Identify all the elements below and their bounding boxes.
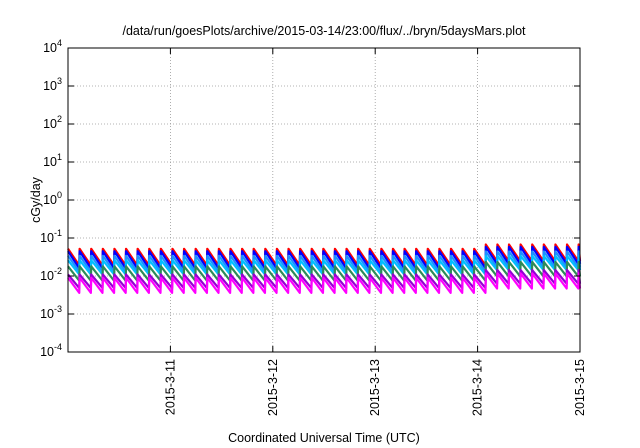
- x-tick-label: 2015-3-11: [163, 359, 177, 415]
- y-tick-base: 10: [43, 193, 57, 207]
- y-tick-base: 10: [43, 155, 57, 169]
- y-tick-label: 100: [43, 190, 62, 207]
- y-tick-base: 10: [40, 307, 54, 321]
- x-tick-label: 2015-3-15: [573, 359, 587, 416]
- y-tick-label: 10-1: [40, 228, 62, 245]
- y-tick-base: 10: [43, 41, 57, 55]
- y-tick-label: 104: [43, 38, 62, 55]
- y-tick-base: 10: [40, 269, 54, 283]
- y-tick-base: 10: [43, 117, 57, 131]
- series-line: [67, 272, 582, 294]
- y-tick-base: 10: [40, 231, 54, 245]
- y-tick-exponent: -4: [54, 342, 62, 352]
- x-tick-label: 2015-3-14: [471, 359, 485, 416]
- y-tick-label: 10-2: [40, 266, 62, 283]
- x-tick-label: 2015-3-13: [368, 359, 382, 416]
- y-axis-title: cGy/day: [29, 176, 43, 223]
- y-tick-exponent: 4: [57, 38, 62, 48]
- y-tick-exponent: -2: [54, 266, 62, 276]
- y-tick-label: 10-4: [40, 342, 62, 359]
- y-tick-exponent: -3: [54, 304, 62, 314]
- y-tick-exponent: 2: [57, 114, 62, 124]
- y-tick-exponent: -1: [54, 228, 62, 238]
- y-tick-label: 10-3: [40, 304, 62, 321]
- y-tick-base: 10: [40, 345, 54, 359]
- series-layer: [67, 243, 582, 294]
- x-axis: 2015-3-11 2015-3-12 2015-3-13 2015-3-14 2015…: [163, 48, 587, 416]
- y-tick-base: 10: [43, 79, 57, 93]
- y-tick-label: 101: [43, 152, 62, 169]
- y-tick-label: 102: [43, 114, 62, 131]
- y-tick-exponent: 1: [57, 152, 62, 162]
- y-tick-exponent: 3: [57, 76, 62, 86]
- y-tick-label: 103: [43, 76, 62, 93]
- chart-title: /data/run/goesPlots/archive/2015-03-14/2…: [122, 24, 526, 38]
- grid: [68, 48, 580, 352]
- x-tick-label: 2015-3-12: [266, 359, 280, 416]
- x-axis-title: Coordinated Universal Time (UTC): [228, 431, 420, 445]
- y-tick-exponent: 0: [57, 190, 62, 200]
